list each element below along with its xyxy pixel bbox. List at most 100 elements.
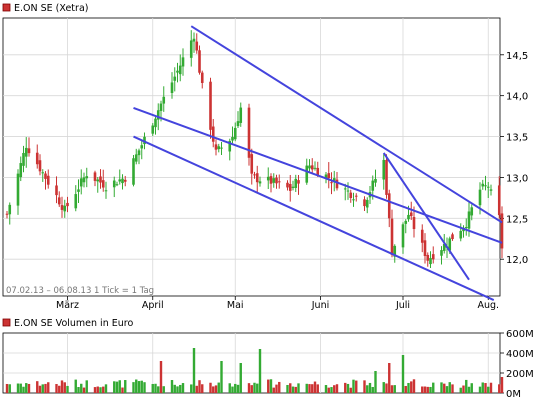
candle-body-down <box>412 217 416 230</box>
candle-body-up <box>393 245 397 257</box>
candle-body-down <box>255 173 259 183</box>
candle-body-down <box>200 72 204 83</box>
candle-body-down <box>66 202 69 207</box>
candle-body-up <box>74 194 78 209</box>
candle-body-down <box>99 176 102 183</box>
volume-bar <box>192 348 196 393</box>
volume-bar <box>443 383 446 393</box>
candle-body-up <box>382 159 386 180</box>
candle-body-up <box>294 178 298 188</box>
candle-body-down <box>451 234 454 240</box>
volume-bar <box>234 383 237 393</box>
volume-bar <box>250 385 253 393</box>
volume-bar <box>478 386 482 393</box>
volume-bar <box>217 382 220 393</box>
trendline <box>190 25 503 224</box>
price-x-tick-label: Juni <box>311 300 329 311</box>
candle-body-up <box>258 181 262 184</box>
candle-body-down <box>286 182 289 188</box>
candle-body-up <box>151 125 155 134</box>
volume-bar <box>159 361 163 393</box>
candle-body-up <box>486 186 490 188</box>
candle-body-up <box>96 179 100 182</box>
candle-body-down <box>195 41 199 51</box>
volume-bar <box>363 380 366 393</box>
candle-body-up <box>118 179 122 182</box>
price-x-axis: März April Mai Juni Juli Aug. <box>56 296 499 311</box>
volume-bar <box>19 383 22 393</box>
candle-body-up <box>121 178 124 184</box>
volume-bar <box>269 379 273 393</box>
candle-body-up <box>159 103 163 111</box>
volume-bar <box>74 379 77 393</box>
price-y-tick-label: 14,0 <box>506 92 528 103</box>
candle-body-up <box>192 38 196 42</box>
trendline <box>382 152 470 281</box>
candle-body-up <box>82 177 86 183</box>
candle-body-up <box>442 243 446 251</box>
volume-bar <box>404 385 407 393</box>
candle-body-up <box>478 189 482 206</box>
volume-bar <box>366 385 369 393</box>
volume-bar <box>267 379 270 393</box>
volume-bar <box>440 382 443 393</box>
volume-bar <box>374 371 377 393</box>
candle-body-down <box>214 144 218 150</box>
volume-bar <box>327 387 330 393</box>
volume-bar <box>228 383 231 393</box>
volume-bar <box>201 384 204 393</box>
volume-bar <box>410 381 413 393</box>
candle-body-down <box>500 213 504 249</box>
candle-body-down <box>123 179 127 182</box>
candle-body-up <box>140 145 144 149</box>
price-y-axis: 12,0 12,5 13,0 13,5 14,0 14,5 <box>500 51 528 266</box>
volume-bar <box>368 382 372 393</box>
volume-bar <box>181 383 185 393</box>
volume-y-tick-label: 200M <box>506 369 534 380</box>
candle-body-up <box>440 250 443 256</box>
candle-body-up <box>41 172 45 174</box>
candle-body-down <box>275 177 278 184</box>
candle-body-down <box>497 185 501 216</box>
volume-bar <box>132 382 135 393</box>
volume-legend-swatch <box>2 318 11 327</box>
volume-bar <box>173 384 176 393</box>
volume-bar <box>25 383 28 393</box>
volume-bar <box>462 385 465 393</box>
candle-body-up <box>217 146 221 150</box>
candle-body-down <box>60 205 64 210</box>
candle-body-up <box>448 238 452 251</box>
volume-bar <box>335 384 339 393</box>
volume-bar <box>297 383 300 393</box>
candle-body-up <box>19 163 23 178</box>
candle-body-down <box>390 218 394 255</box>
candle-body-down <box>44 173 47 179</box>
volume-bar <box>385 383 388 393</box>
volume-bar <box>432 382 435 393</box>
volume-bar <box>22 386 25 393</box>
volume-bar <box>47 382 50 393</box>
volume-bar <box>272 387 275 393</box>
volume-bar <box>393 385 396 393</box>
volume-bar <box>82 387 86 393</box>
volume-bar <box>41 384 44 393</box>
volume-bar <box>316 384 319 393</box>
volume-bar <box>8 384 11 393</box>
volume-bar <box>231 386 234 393</box>
price-panel: 12,0 12,5 13,0 13,5 14,0 14,5 März April Mai Jun… <box>2 17 528 311</box>
price-x-tick-label: Juli <box>395 300 410 311</box>
candle-body-up <box>134 154 138 162</box>
candle-body-up <box>189 40 193 58</box>
volume-bar <box>407 382 410 393</box>
candle-body-up <box>324 174 328 179</box>
candle-body-up <box>228 140 232 152</box>
candle-body-up <box>272 178 276 183</box>
volume-bar <box>5 383 9 393</box>
candle-body-down <box>269 176 273 184</box>
candle-body-up <box>181 57 185 67</box>
candle-body-up <box>371 180 375 191</box>
volume-bar <box>80 383 83 393</box>
price-x-tick-label: März <box>56 300 79 311</box>
volume-bar <box>55 384 58 393</box>
candle-body-down <box>211 126 215 142</box>
